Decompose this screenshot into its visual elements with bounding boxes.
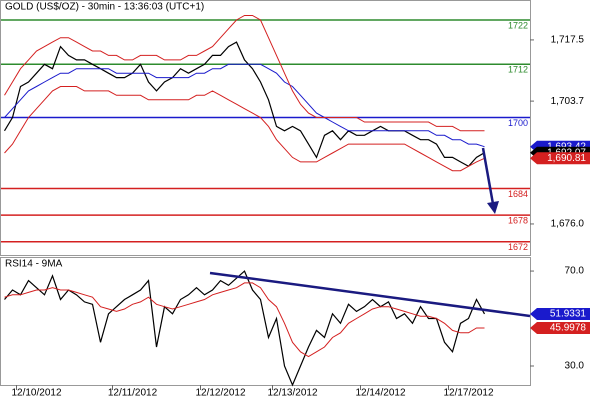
trend-line [209, 271, 531, 318]
series-line [4, 270, 486, 387]
x-tick-label: 12/12/2012 [195, 388, 245, 399]
price-panel [0, 0, 531, 256]
x-tick-label: 12/10/2012 [11, 388, 61, 399]
price-marker [530, 152, 590, 165]
level-label: 1678 [508, 215, 528, 225]
level-label: 1672 [508, 242, 528, 252]
plot-layer: 1,717.5 1,703.7 1,676.0 1722 1712 1700 1684 167… [1, 15, 590, 399]
y-tick-label: 1,717.5 [551, 35, 585, 46]
y-tick-label: 70.0 [565, 266, 585, 277]
price-marker-label: 1,690.81 [547, 153, 586, 164]
x-tick-label: 12/14/2012 [355, 388, 405, 399]
x-tick-label: 12/13/2012 [267, 388, 317, 399]
level-label: 1700 [508, 118, 528, 128]
arrow-shaft [481, 147, 495, 205]
series-line [4, 15, 485, 132]
y-tick-label: 30.0 [565, 361, 585, 372]
price-marker-label: 45.9978 [550, 323, 587, 334]
price-marker [530, 322, 590, 335]
x-tick-label: 12/17/2012 [443, 388, 493, 399]
series-line [4, 86, 485, 172]
y-tick-label: 1,703.7 [551, 96, 585, 107]
rsi-title: RSI14 - 9MA [5, 259, 63, 270]
level-label: 1712 [508, 65, 528, 75]
series-line [4, 282, 485, 358]
arrow-head [487, 201, 499, 214]
price-marker-label: 51.9331 [550, 309, 587, 320]
level-label: 1722 [508, 20, 528, 30]
price-marker [530, 307, 590, 320]
x-tick-label: 12/11/2012 [108, 388, 158, 399]
level-label: 1684 [508, 189, 528, 199]
chart-title: GOLD (US$/OZ) - 30min - 13:36:03 (UTC+1) [5, 2, 204, 13]
series-line [4, 63, 485, 148]
y-tick-label: 1,676.0 [551, 219, 585, 230]
